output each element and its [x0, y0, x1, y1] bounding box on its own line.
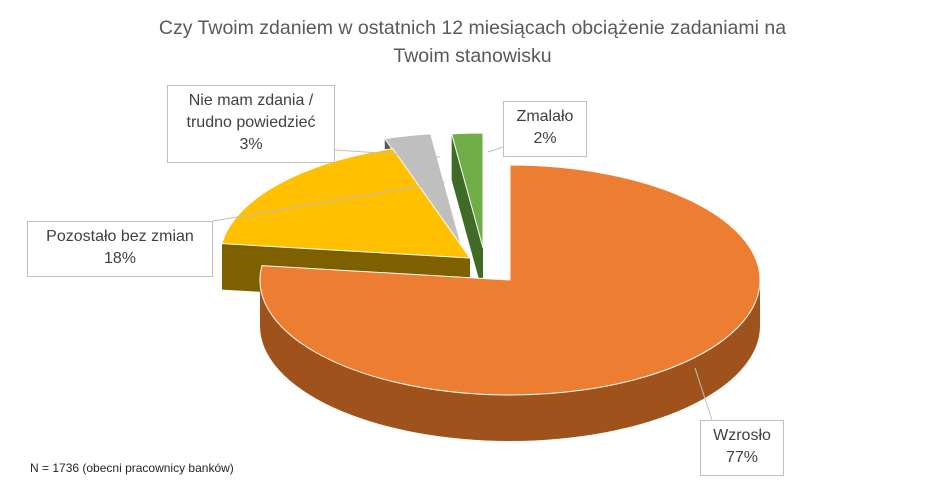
- slice-name-nie-mam-zdania-line-1: Nie mam zdania /: [188, 92, 314, 109]
- slice-top-pozostalo: [221, 148, 472, 259]
- slice-value-nie-mam-zdania: 3%: [239, 136, 263, 153]
- slice-value-pozostalo: 18%: [103, 250, 137, 267]
- data-label-nie-mam-zdania: Nie mam zdania / trudno powiedzieć 3%: [167, 85, 335, 163]
- data-label-pozostalo: Pozostało bez zmian 18%: [27, 221, 213, 277]
- data-label-zmalalo: Zmalało 2%: [503, 101, 587, 157]
- slice-name-wzroslo: Wzrosło: [713, 427, 771, 444]
- chart-title-line-1: Czy Twoim zdaniem w ostatnich 12 miesiąc…: [158, 17, 787, 39]
- slice-side-wzroslo: [260, 280, 760, 441]
- slice-name-zmalalo: Zmalało: [516, 108, 574, 125]
- slice-name-nie-mam-zdania-line-2: trudno powiedzieć: [186, 114, 316, 131]
- chart-title-line-2: Twoim stanowisku: [393, 45, 552, 67]
- slice-name-pozostalo: Pozostało bez zmian: [46, 228, 194, 245]
- slice-top-zmalalo: [451, 132, 484, 249]
- leader-line-pozostalo: [212, 181, 446, 222]
- slice-value-zmalalo: 2%: [533, 130, 557, 147]
- slice-top-wzroslo: [259, 164, 761, 396]
- leader-line-nie-mam-zdania: [334, 149, 441, 158]
- slice-value-wzroslo: 77%: [725, 449, 759, 466]
- footnote: N = 1736 (obecni pracownicy banków): [30, 461, 234, 475]
- slice-cut-zmalalo-0: [451, 133, 483, 294]
- leader-lines: [212, 146, 713, 421]
- chart-title: Czy Twoim zdaniem w ostatnich 12 miesiąc…: [0, 14, 945, 70]
- leader-line-zmalalo: [487, 146, 504, 153]
- pie-tops: [221, 132, 761, 396]
- data-label-wzroslo: Wzrosło 77%: [700, 420, 784, 476]
- leader-line-wzroslo: [694, 367, 713, 421]
